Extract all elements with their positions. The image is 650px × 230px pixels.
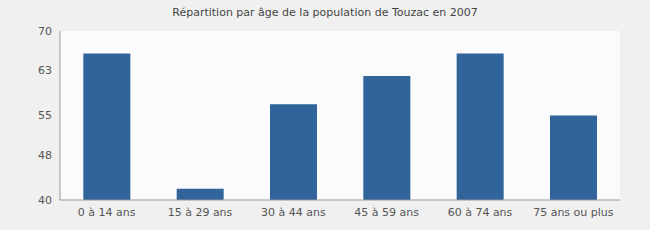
svg-text:70: 70 — [38, 25, 52, 38]
svg-text:15 à 29 ans: 15 à 29 ans — [168, 206, 233, 219]
svg-text:55: 55 — [38, 109, 52, 122]
svg-text:45 à 59 ans: 45 à 59 ans — [354, 206, 419, 219]
svg-text:0 à 14 ans: 0 à 14 ans — [78, 206, 136, 219]
svg-text:75 ans ou plus: 75 ans ou plus — [533, 206, 614, 219]
svg-text:60 à 74 ans: 60 à 74 ans — [448, 206, 513, 219]
svg-text:30 à 44 ans: 30 à 44 ans — [261, 206, 326, 219]
svg-text:63: 63 — [38, 64, 52, 77]
svg-text:48: 48 — [38, 149, 52, 162]
svg-text:40: 40 — [38, 194, 52, 207]
html-text:Répartition par âge de la popu: Répartition par âge de la population de … — [172, 6, 478, 19]
